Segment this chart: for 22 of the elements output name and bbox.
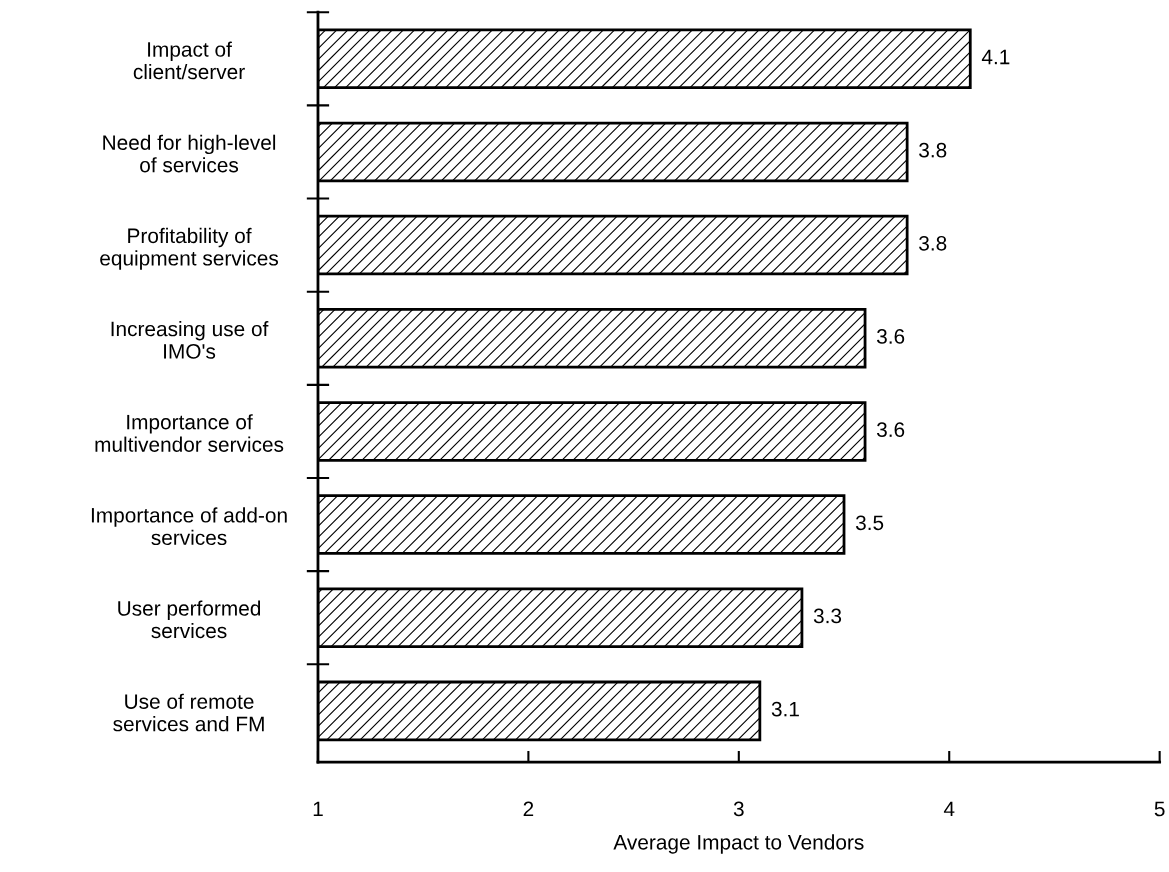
x-tick-label: 3 — [733, 801, 744, 817]
y-tick-label: Use of remote services and FM — [113, 693, 264, 732]
x-tick-label: 4 — [943, 801, 955, 817]
x-tick-label: 1 — [313, 801, 323, 817]
y-tick-label: Importance of multivendor services — [95, 414, 284, 452]
data-label: 3.5 — [855, 515, 884, 531]
data-label: 3.6 — [876, 422, 905, 438]
data-label: 3.3 — [813, 608, 842, 624]
y-tick-label: Importance of add-on services — [91, 507, 287, 546]
data-label: 3.8 — [919, 235, 947, 251]
y-tick-label: Impact of client/server — [133, 41, 245, 80]
data-label: 3.8 — [919, 142, 947, 158]
y-tick-label: User performed services — [118, 600, 261, 639]
data-label: 4.1 — [981, 49, 1010, 65]
x-axis-title: Average Impact to Vendors — [613, 834, 864, 854]
data-label: 3.6 — [876, 329, 905, 344]
y-tick-label: Profitability of equipment services — [100, 227, 279, 270]
x-tick-label: 2 — [523, 801, 534, 817]
y-tick-label: Need for high-level of services — [103, 134, 276, 173]
data-label: 3.1 — [771, 701, 799, 717]
y-tick-label: Increasing use of IMO's — [111, 321, 269, 359]
x-tick-label: 5 — [1154, 801, 1165, 817]
